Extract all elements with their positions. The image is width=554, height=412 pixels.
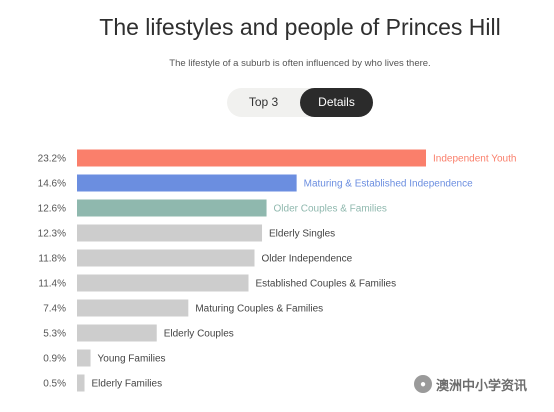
bar <box>77 324 157 342</box>
bar-category-label: Elderly Couples <box>164 329 234 340</box>
bar-value-label: 0.9% <box>43 354 66 365</box>
bar-category-label: Maturing Couples & Families <box>195 304 323 315</box>
tab-top-3[interactable]: Top 3 <box>248 95 279 109</box>
bar <box>77 224 263 242</box>
bar <box>77 274 249 292</box>
bar <box>77 349 91 367</box>
bar-value-label: 7.4% <box>43 304 66 315</box>
bar <box>77 374 85 392</box>
watermark: ● 澳洲中小学资讯 <box>414 373 527 395</box>
wechat-icon: ● <box>414 375 432 393</box>
tab-details[interactable]: Details <box>300 88 373 117</box>
bar <box>77 299 189 317</box>
page-subtitle: The lifestyle of a suburb is often influ… <box>169 58 431 69</box>
bar-value-label: 14.6% <box>38 179 66 190</box>
bar-value-label: 11.8% <box>38 254 66 265</box>
bar-value-label: 12.6% <box>38 204 66 215</box>
bar-category-label: Young Families <box>98 354 166 365</box>
bar-category-label: Elderly Singles <box>269 229 335 240</box>
bar-value-label: 0.5% <box>43 379 66 390</box>
bar-category-label: Elderly Families <box>92 379 163 390</box>
bar <box>77 149 426 167</box>
bar-value-label: 5.3% <box>43 329 66 340</box>
bar <box>77 174 297 192</box>
page-title: The lifestyles and people of Princes Hil… <box>99 14 501 40</box>
bar-category-label: Maturing & Established Independence <box>304 179 473 190</box>
bar <box>77 249 255 267</box>
view-toggle: Top 3 Details <box>227 88 373 117</box>
bar-category-label: Older Couples & Families <box>274 204 387 215</box>
bar <box>77 199 267 217</box>
bar-category-label: Older Independence <box>262 254 353 265</box>
bar-value-label: 12.3% <box>38 229 66 240</box>
bar-category-label: Established Couples & Families <box>255 279 396 290</box>
bar-value-label: 23.2% <box>38 154 66 165</box>
watermark-text: 澳洲中小学资讯 <box>436 377 528 393</box>
bar-value-label: 11.4% <box>38 279 66 290</box>
bar-category-label: Independent Youth <box>433 154 516 165</box>
